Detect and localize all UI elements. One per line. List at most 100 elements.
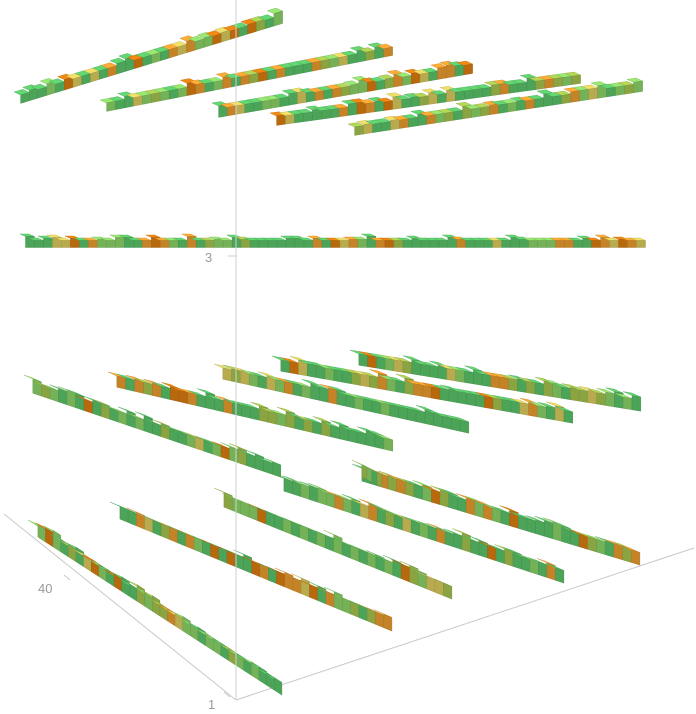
bar-segment-front <box>384 240 395 248</box>
bar-segment-front <box>386 378 397 392</box>
bar-segment-front <box>246 453 256 469</box>
bar-segment-front <box>267 240 278 248</box>
bar-segment-front <box>411 71 421 85</box>
bar-segment-front <box>360 503 369 520</box>
bar-segment-front <box>213 239 224 248</box>
bar-segment-front <box>420 240 431 248</box>
bar-segment-front <box>435 113 445 124</box>
bar-segment-front <box>258 71 268 82</box>
bar-segment-front <box>354 125 364 136</box>
bar-segment-front <box>249 240 260 248</box>
bar-segment-front <box>292 383 303 397</box>
bar-segment-front <box>489 103 499 116</box>
bar-segment-front <box>367 355 377 369</box>
bar-segment-front <box>270 98 281 109</box>
bar-segment-front <box>285 238 296 248</box>
bar-segment-front <box>480 106 490 117</box>
bar-segment-front <box>257 375 267 390</box>
bar-segment-front <box>631 395 641 412</box>
bar-segment-front <box>453 110 463 121</box>
bar-segment-front <box>229 446 239 463</box>
bar-segment-front <box>284 381 294 395</box>
depth-tick-1 <box>223 691 231 698</box>
bar-segment-front <box>75 546 84 568</box>
bar-segment-front <box>372 122 382 133</box>
bar-segment-front <box>276 114 286 126</box>
bar-segment-front <box>562 76 572 87</box>
bar-segment-front <box>561 386 571 400</box>
bar-segment-front <box>294 64 304 75</box>
bar-segment-front <box>129 583 138 602</box>
bar-strip-layer3 <box>19 233 646 248</box>
bar-beam-layer2-3 <box>213 363 469 434</box>
bar-segment-front <box>136 584 145 607</box>
bar-segment-front <box>464 371 474 385</box>
bar-segment-front <box>622 396 633 410</box>
bar-segment-front <box>272 461 281 478</box>
bar-segment-front <box>349 83 359 95</box>
bar-segment-front <box>535 519 545 537</box>
bar-segment-front <box>303 111 313 122</box>
bar-segment-front <box>88 240 98 248</box>
bar-segment-front <box>323 89 333 100</box>
bar-beam-layer2-5 <box>349 349 641 412</box>
bar-segment-top <box>361 233 377 237</box>
bar-segment-front <box>348 239 359 248</box>
bar-segment-front <box>429 365 439 379</box>
bar-segment-front <box>307 363 317 378</box>
bar-segment-front <box>161 386 171 400</box>
bar-segment-front <box>438 240 449 248</box>
bar-segment-front <box>431 489 441 505</box>
bar-segment-front <box>294 113 304 124</box>
bar-segment-front <box>552 95 562 106</box>
bar-segment-front <box>383 437 393 452</box>
bar-segment-top <box>181 233 197 237</box>
bar-segment-front <box>267 69 277 81</box>
bar-segment-front <box>393 359 404 373</box>
bar-segment-front <box>587 536 597 553</box>
bar-segment-front <box>330 108 340 119</box>
bar-segment-front <box>439 388 450 402</box>
bar-segment-front <box>324 367 335 381</box>
bar-segment-front <box>205 240 215 248</box>
bar-segment-front <box>461 532 471 553</box>
bar-segment-front <box>398 406 408 420</box>
bar-segment-front <box>300 483 310 500</box>
bar-segment-front <box>596 539 606 555</box>
bar-segment-front <box>334 591 343 612</box>
bar-segment-front <box>492 397 503 411</box>
bar-segment-front <box>143 415 153 435</box>
bar-segment-front <box>338 106 349 117</box>
bar-segment-front <box>538 561 548 578</box>
bar-segment-front <box>455 90 465 101</box>
bar-segment-front <box>243 554 252 574</box>
bar-segment-front <box>241 404 251 419</box>
bar-segment-front <box>351 372 361 386</box>
bar-segment-front <box>363 398 373 413</box>
bar-segment-front <box>405 481 415 498</box>
bar-segment-front <box>106 240 116 248</box>
bar-segment-front <box>627 240 637 248</box>
bar-segment-front <box>235 104 246 115</box>
bar-segment-front <box>321 109 331 120</box>
bar-segment-front <box>543 380 553 398</box>
bar-segment-front <box>303 240 314 248</box>
bar-beam-layer1-5 <box>351 463 641 566</box>
bar-segment-front <box>570 90 580 103</box>
bar-segment-front <box>495 547 505 564</box>
bar-beam-layer2-4 <box>271 355 573 424</box>
bar-segment-front <box>133 240 143 248</box>
bar-segment-front <box>384 77 394 89</box>
bar-segment-front <box>588 87 598 100</box>
bar-segment-front <box>456 239 466 248</box>
bar-segment-front <box>564 240 574 248</box>
bar-beam-layer2-1 <box>23 374 281 478</box>
bar-segment-front <box>419 72 430 83</box>
bar-segment-front <box>437 93 447 104</box>
bar-segment-front <box>446 368 456 382</box>
bar-segment-front <box>426 114 436 125</box>
bar-segment-front <box>482 87 492 98</box>
bar-segment-front <box>408 117 418 128</box>
bar-segment-front <box>451 417 461 432</box>
bar-segment-front <box>519 402 529 416</box>
